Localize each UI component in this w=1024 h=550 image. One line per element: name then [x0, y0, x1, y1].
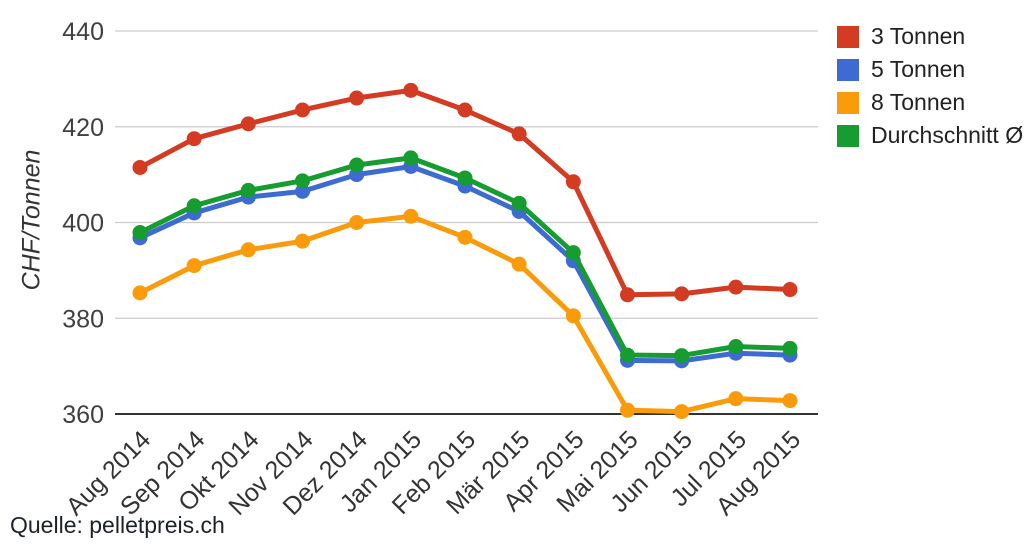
y-axis-title: CHF/Tonnen: [17, 149, 46, 291]
y-tick-label: 360: [62, 401, 104, 429]
data-point: [728, 338, 744, 354]
data-point: [240, 182, 256, 198]
data-point: [349, 90, 365, 106]
data-point: [457, 170, 473, 186]
data-point: [620, 402, 635, 418]
legend-swatch: [837, 25, 859, 48]
data-point: [728, 391, 744, 407]
y-tick-label: 420: [62, 114, 104, 142]
data-point: [511, 256, 527, 272]
data-point: [782, 340, 798, 356]
legend-label: Durchschnitt Ø: [871, 122, 1024, 148]
data-point: [403, 82, 419, 98]
y-tick-label: 400: [62, 210, 104, 238]
data-point: [295, 173, 310, 189]
data-point: [674, 286, 690, 302]
legend-item: 3 Tonnen: [837, 23, 1023, 49]
data-point: [511, 195, 527, 211]
data-point: [457, 229, 473, 245]
y-tick-label: 380: [62, 305, 104, 333]
legend-swatch: [837, 91, 859, 114]
legend-label: 5 Tonnen: [871, 56, 966, 82]
data-point: [186, 131, 202, 147]
data-point: [565, 308, 581, 324]
data-point: [240, 242, 256, 258]
data-point: [728, 279, 744, 295]
data-point: [349, 215, 365, 230]
data-point: [295, 233, 310, 249]
legend-item: Durchschnitt Ø: [837, 122, 1024, 148]
legend-item: 8 Tonnen: [837, 89, 1023, 115]
data-point: [674, 348, 690, 364]
data-point: [403, 208, 419, 224]
source-caption: Quelle: pelletpreis.ch: [10, 512, 225, 538]
legend-swatch: [837, 124, 859, 147]
data-point: [620, 347, 635, 363]
data-point: [620, 287, 635, 303]
data-point: [295, 102, 310, 118]
data-point: [132, 159, 148, 175]
legend-swatch: [837, 58, 859, 81]
y-tick-label: 440: [62, 18, 104, 46]
data-point: [674, 404, 690, 420]
data-point: [782, 393, 798, 409]
data-point: [240, 116, 256, 132]
data-point: [349, 157, 365, 173]
legend-label: 3 Tonnen: [871, 23, 966, 49]
legend-item: 5 Tonnen: [837, 56, 1023, 82]
data-point: [782, 282, 798, 298]
legend: 3 Tonnen 5 Tonnen 8 Tonnen Durchschnitt Ø: [837, 23, 1024, 157]
data-point: [457, 102, 473, 118]
data-point: [295, 183, 310, 199]
data-point: [132, 225, 148, 241]
legend-label: 8 Tonnen: [871, 89, 966, 115]
data-point: [511, 126, 527, 142]
series-line-8-tonnen: [137, 213, 793, 415]
data-point: [403, 150, 419, 166]
data-point: [132, 285, 148, 301]
data-point: [186, 198, 202, 214]
data-point: [186, 258, 202, 274]
data-point: [565, 174, 581, 190]
data-point: [565, 245, 581, 261]
